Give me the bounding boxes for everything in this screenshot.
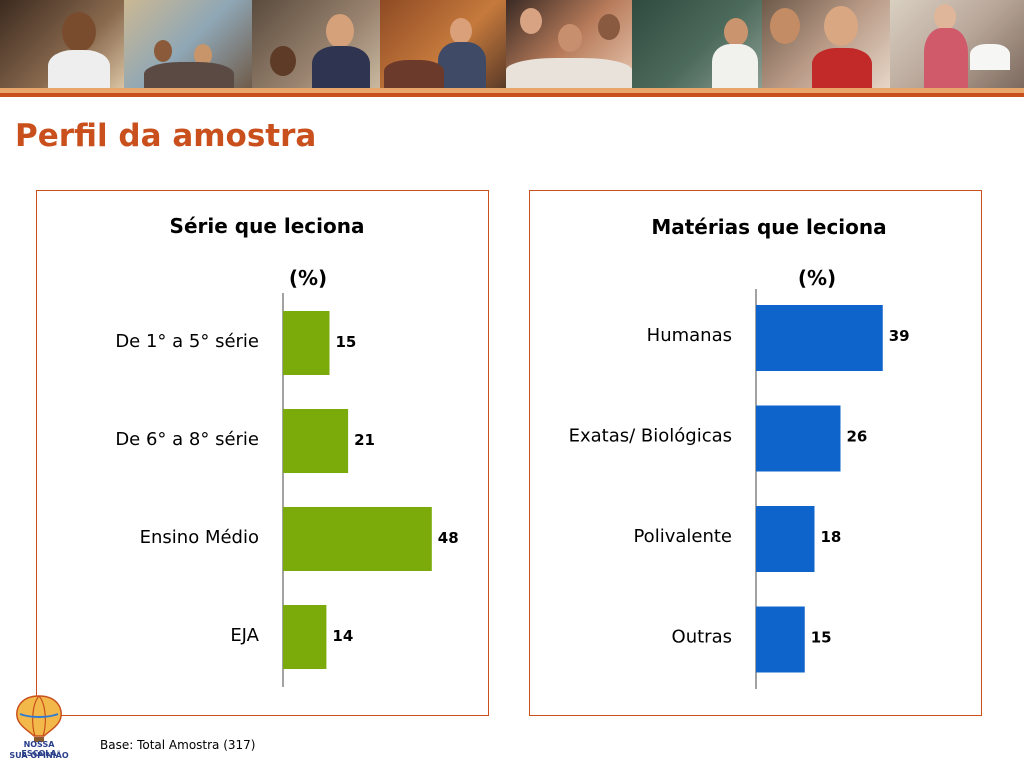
data-label: 21 [354,431,375,449]
bar [756,405,841,472]
bar [283,507,432,571]
hot-air-balloon-icon [16,695,62,742]
photo-banner [0,0,1024,88]
chart-unit: (%) [798,266,836,290]
data-label: 48 [438,529,459,547]
category-label: De 1° a 5° série [115,331,259,352]
category-label: Polivalente [633,526,732,547]
base-note: Base: Total Amostra (317) [100,738,256,752]
banner-photo [380,0,506,88]
category-label: Ensino Médio [140,527,259,548]
data-label: 14 [332,627,353,645]
page-title: Perfil da amostra [15,118,317,154]
data-label: 26 [847,428,868,446]
bar [756,305,883,371]
banner-photo [252,0,380,88]
chart-serie: Série que leciona (%) 15 De 1° a 5° série… [115,214,459,687]
chart-unit: (%) [289,266,327,290]
bar [283,605,327,669]
data-label: 39 [889,327,910,345]
category-label: De 6° a 8° série [115,429,259,450]
category-label: Outras [672,627,732,648]
category-label: Humanas [647,325,732,346]
data-label: 15 [336,333,357,351]
chart-title: Série que leciona [170,214,365,238]
banner-photo [632,0,762,88]
logo-text: NOSSA ESCOLA [21,740,57,758]
banner-photo [762,0,890,88]
bars: 15 De 1° a 5° série 21 De 6° a 8° série 48 En… [115,311,459,669]
chart-panel-serie: Série que leciona (%) 15 De 1° a 5° série… [36,190,489,716]
chart-title: Matérias que leciona [651,215,886,239]
data-label: 15 [811,629,832,647]
bar [283,311,330,375]
banner-photo [506,0,632,88]
banner-photo [124,0,252,88]
header-rule-light [0,88,1024,93]
data-label: 18 [821,528,842,546]
chart-panel-materias: Matérias que leciona (%) 39 Humanas 26 Exat… [529,190,982,716]
category-label: Exatas/ Biológicas [569,426,732,447]
banner-photo [890,0,1024,88]
logo-text: SUA OPINIÃO [9,751,69,760]
banner-photo [0,0,124,88]
bar [283,409,349,473]
category-label: EJA [230,625,259,646]
header-rule [0,93,1024,97]
bars: 39 Humanas 26 Exatas/ Biológicas 18 Polivalen… [569,305,910,673]
logo: NOSSA ESCOLA SUA OPINIÃO [6,694,72,766]
bar [756,606,805,673]
bar [756,506,815,572]
chart-materias: Matérias que leciona (%) 39 Humanas 26 Exat… [569,215,910,689]
